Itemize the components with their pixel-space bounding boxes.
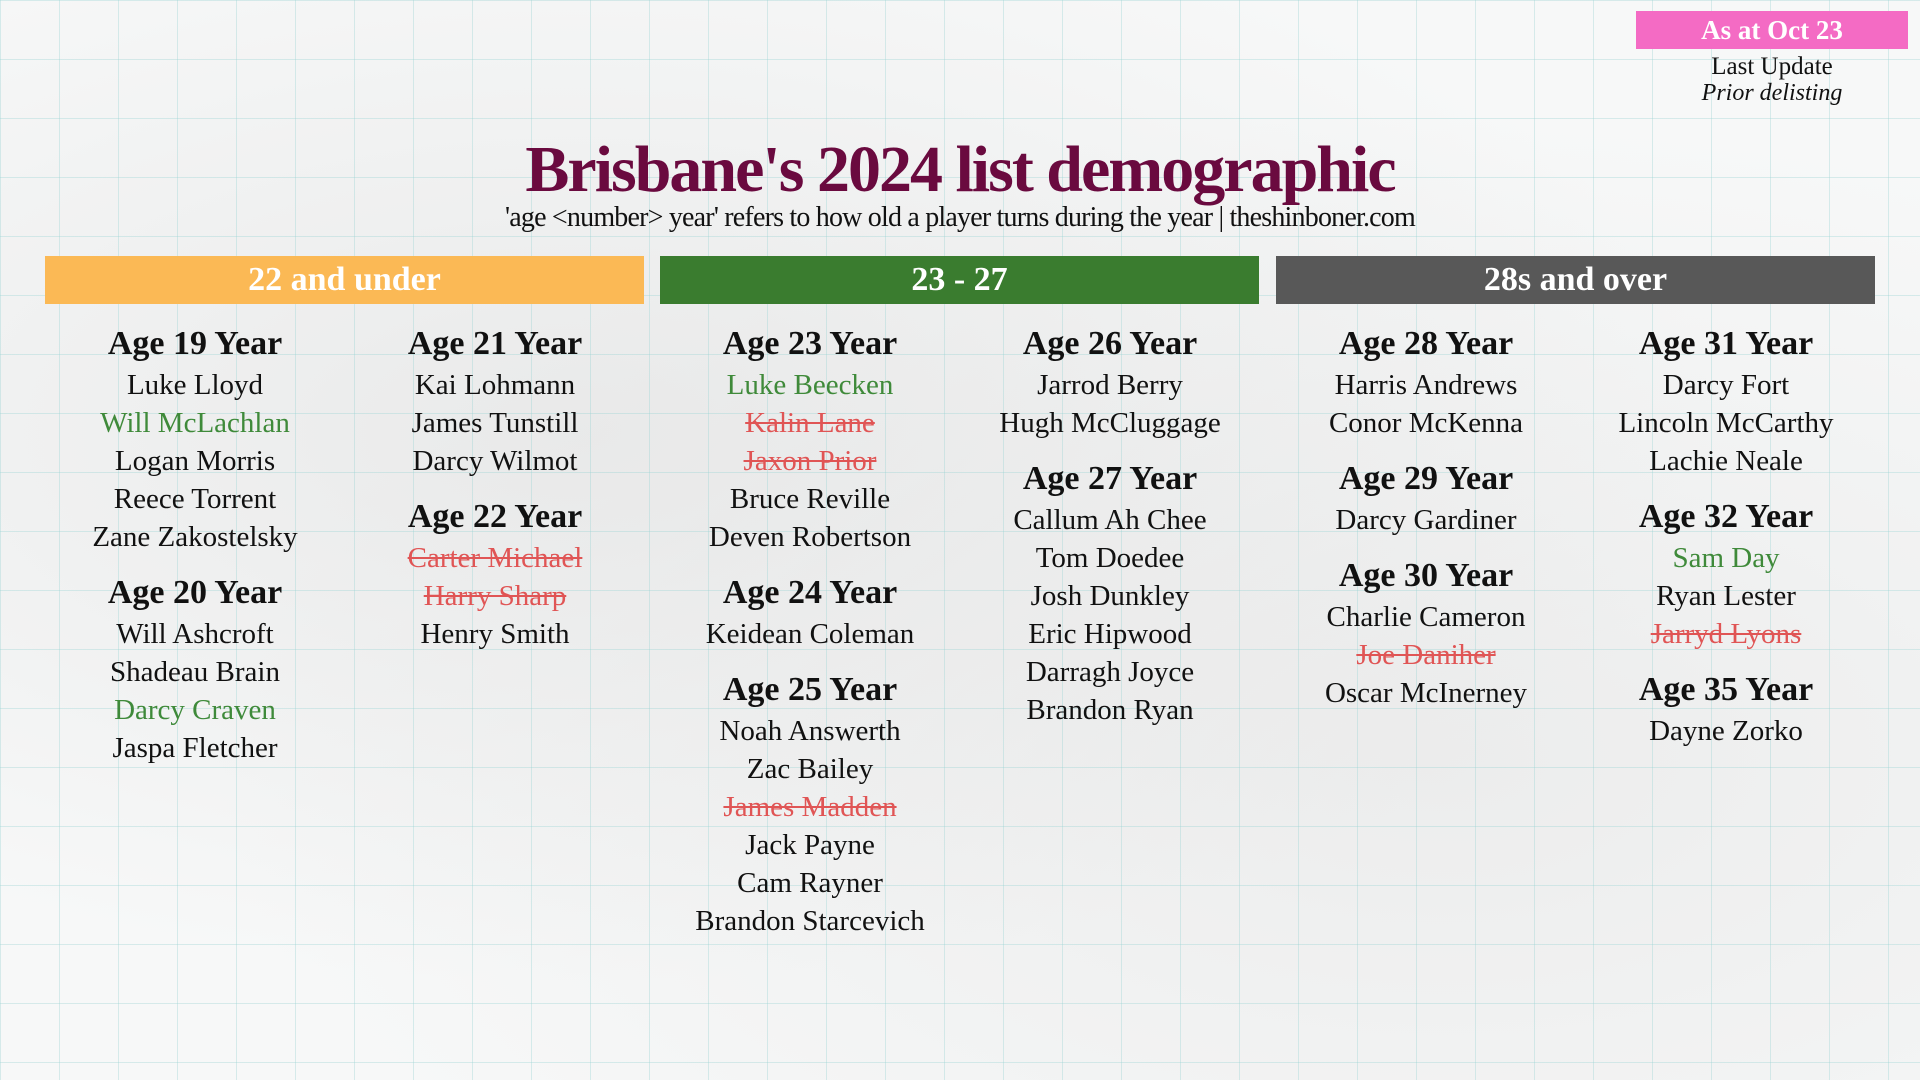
age-group-heading: Age 32 Year bbox=[1638, 498, 1814, 535]
player-name: Jarrod Berry bbox=[1037, 369, 1183, 401]
age-column: Age 28 Year Harris Andrews Conor McKenna Ag… bbox=[1276, 322, 1576, 727]
age-group-heading: Age 29 Year bbox=[1338, 460, 1514, 497]
age-column: Age 21 Year Kai Lohmann James Tunstill Darc… bbox=[345, 322, 645, 668]
player-name: Dayne Zorko bbox=[1649, 715, 1803, 747]
player-name: Kai Lohmann bbox=[414, 369, 576, 401]
player-name: Lincoln McCarthy bbox=[1618, 407, 1834, 439]
player-name: Zane Zakostelsky bbox=[92, 521, 298, 553]
player-name-delisted: Kalin Lane bbox=[745, 407, 875, 439]
player-name: Jack Payne bbox=[745, 829, 875, 861]
player-name: Will Ashcroft bbox=[116, 618, 274, 650]
player-name: Brandon Ryan bbox=[1026, 694, 1194, 726]
age-group-heading: Age 23 Year bbox=[722, 325, 898, 362]
player-name: Logan Morris bbox=[114, 445, 276, 477]
player-name-new: Will McLachlan bbox=[100, 407, 290, 439]
player-name: Henry Smith bbox=[420, 618, 570, 650]
age-group: Age 22 Year Carter Michael Harry Sharp Henr… bbox=[345, 495, 645, 653]
age-group-heading: Age 20 Year bbox=[107, 574, 283, 611]
player-name-delisted: Carter Michael bbox=[407, 542, 583, 574]
player-name: Cam Rayner bbox=[737, 867, 883, 899]
legend-prior-delisting: Prior delisting bbox=[1701, 80, 1843, 106]
page-subtitle: 'age <number> year' refers to how old a … bbox=[505, 202, 1416, 233]
player-name-delisted: Jarryd Lyons bbox=[1650, 618, 1802, 650]
player-name: Oscar McInerney bbox=[1324, 677, 1528, 709]
player-name: Darcy Wilmot bbox=[412, 445, 578, 477]
age-column: Age 31 Year Darcy Fort Lincoln McCarthy Lac… bbox=[1576, 322, 1876, 765]
section-header-28-and-over: 28s and over bbox=[1276, 256, 1875, 304]
player-name: Hugh McCluggage bbox=[999, 407, 1221, 439]
age-group: Age 30 Year Charlie Cameron Joe Daniher Osc… bbox=[1276, 554, 1576, 712]
section-header-22-and-under: 22 and under bbox=[45, 256, 644, 304]
age-group: Age 26 Year Jarrod Berry Hugh McCluggage bbox=[960, 322, 1260, 442]
player-name: Josh Dunkley bbox=[1030, 580, 1190, 612]
player-name: Brandon Starcevich bbox=[695, 905, 925, 937]
player-name: Lachie Neale bbox=[1649, 445, 1803, 477]
player-name-delisted: Harry Sharp bbox=[423, 580, 567, 612]
player-name: Keidean Coleman bbox=[705, 618, 915, 650]
player-name: Jaspa Fletcher bbox=[112, 732, 278, 764]
player-name: Darcy Fort bbox=[1662, 369, 1790, 401]
player-name: Darragh Joyce bbox=[1025, 656, 1195, 688]
age-group-heading: Age 25 Year bbox=[722, 671, 898, 708]
age-group-heading: Age 24 Year bbox=[722, 574, 898, 611]
age-group: Age 29 Year Darcy Gardiner bbox=[1276, 457, 1576, 539]
as-at-badge: As at Oct 23 bbox=[1636, 11, 1908, 49]
age-group: Age 25 Year Noah Answerth Zac Bailey James … bbox=[660, 668, 960, 940]
age-group: Age 35 Year Dayne Zorko bbox=[1576, 668, 1876, 750]
legend-last-update: Last Update bbox=[1711, 53, 1833, 80]
player-name: Bruce Reville bbox=[729, 483, 891, 515]
player-name-delisted: Joe Daniher bbox=[1356, 639, 1496, 671]
player-name: Zac Bailey bbox=[746, 753, 874, 785]
age-group-heading: Age 30 Year bbox=[1338, 557, 1514, 594]
player-name: Tom Doedee bbox=[1035, 542, 1185, 574]
age-column: Age 23 Year Luke Beecken Kalin Lane Jaxon P… bbox=[660, 322, 960, 955]
age-group-heading: Age 26 Year bbox=[1022, 325, 1198, 362]
age-group: Age 28 Year Harris Andrews Conor McKenna bbox=[1276, 322, 1576, 442]
player-name: Conor McKenna bbox=[1328, 407, 1524, 439]
player-name-new: Darcy Craven bbox=[114, 694, 276, 726]
age-group-heading: Age 35 Year bbox=[1638, 671, 1814, 708]
page-title: Brisbane's 2024 list demographic bbox=[525, 133, 1396, 206]
age-group-heading: Age 21 Year bbox=[407, 325, 583, 362]
age-group: Age 19 Year Luke Lloyd Will McLachlan Logan… bbox=[45, 322, 345, 556]
player-name: Reece Torrent bbox=[113, 483, 277, 515]
player-name: Ryan Lester bbox=[1656, 580, 1796, 612]
section-header-23-27: 23 - 27 bbox=[660, 256, 1259, 304]
age-group: Age 31 Year Darcy Fort Lincoln McCarthy Lac… bbox=[1576, 322, 1876, 480]
player-name: Charlie Cameron bbox=[1326, 601, 1526, 633]
age-group: Age 27 Year Callum Ah Chee Tom Doedee Josh … bbox=[960, 457, 1260, 729]
age-group-heading: Age 27 Year bbox=[1022, 460, 1198, 497]
age-column: Age 19 Year Luke Lloyd Will McLachlan Logan… bbox=[45, 322, 345, 782]
age-group-heading: Age 28 Year bbox=[1338, 325, 1514, 362]
player-name: Luke Lloyd bbox=[126, 369, 264, 401]
player-name: Shadeau Brain bbox=[110, 656, 280, 688]
age-column: Age 26 Year Jarrod Berry Hugh McCluggage Ag… bbox=[960, 322, 1260, 744]
player-name: Harris Andrews bbox=[1334, 369, 1518, 401]
player-name: Callum Ah Chee bbox=[1013, 504, 1207, 536]
player-name: Deven Robertson bbox=[708, 521, 912, 553]
player-name-delisted: James Madden bbox=[723, 791, 897, 823]
age-group: Age 20 Year Will Ashcroft Shadeau Brain Dar… bbox=[45, 571, 345, 767]
age-group-heading: Age 22 Year bbox=[407, 498, 583, 535]
player-name: Darcy Gardiner bbox=[1335, 504, 1517, 536]
age-group: Age 24 Year Keidean Coleman bbox=[660, 571, 960, 653]
player-name: James Tunstill bbox=[411, 407, 579, 439]
player-name-delisted: Jaxon Prior bbox=[743, 445, 877, 477]
age-group: Age 32 Year Sam Day Ryan Lester Jarryd Lyon… bbox=[1576, 495, 1876, 653]
age-group-heading: Age 19 Year bbox=[107, 325, 283, 362]
age-group: Age 21 Year Kai Lohmann James Tunstill Darc… bbox=[345, 322, 645, 480]
player-name-new: Sam Day bbox=[1672, 542, 1780, 574]
age-group-heading: Age 31 Year bbox=[1638, 325, 1814, 362]
player-name-new: Luke Beecken bbox=[726, 369, 894, 401]
player-name: Noah Answerth bbox=[719, 715, 901, 747]
player-name: Eric Hipwood bbox=[1028, 618, 1192, 650]
age-group: Age 23 Year Luke Beecken Kalin Lane Jaxon P… bbox=[660, 322, 960, 556]
